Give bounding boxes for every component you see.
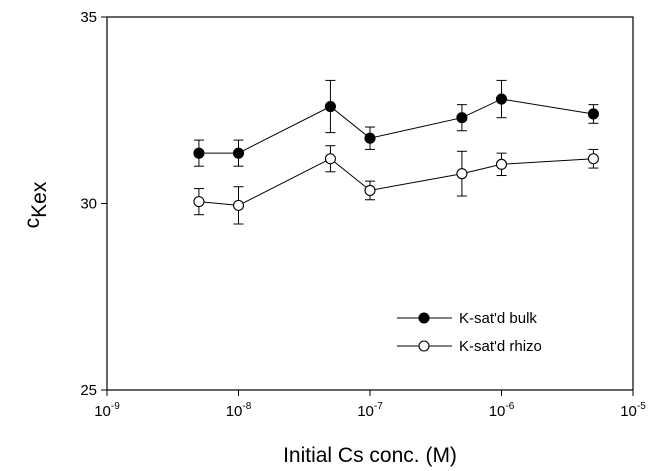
y-tick-label: 25 <box>80 382 97 399</box>
x-tick-label-base: 10 <box>94 403 111 420</box>
x-tick-label: 10-7 <box>357 401 383 420</box>
y-tick-label: 30 <box>80 196 97 213</box>
plot-frame <box>106 16 634 391</box>
data-point <box>193 196 205 208</box>
x-tick-label-base: 10 <box>620 403 637 420</box>
x-tick-label: 10-6 <box>489 401 515 420</box>
legend-marker <box>418 340 430 352</box>
data-point <box>495 93 508 105</box>
x-tick-label: 10-9 <box>94 401 120 420</box>
x-tick-label-base: 10 <box>489 403 506 420</box>
x-tick-label: 10-8 <box>226 401 252 420</box>
x-tick-label-exponent: -8 <box>242 401 251 412</box>
x-tick-label-base: 10 <box>357 403 374 420</box>
data-point <box>324 100 336 113</box>
data-point <box>456 168 468 180</box>
x-tick-label: 10-5 <box>620 401 646 420</box>
series-0 <box>193 79 599 167</box>
data-point <box>232 147 245 159</box>
legend: K-sat'd bulk K-sat'd rhizo <box>397 310 542 355</box>
data-point <box>193 147 205 159</box>
data-point <box>364 132 376 144</box>
x-tick-label-exponent: -9 <box>111 401 120 412</box>
data-point <box>324 153 336 165</box>
data-point <box>364 184 376 196</box>
x-tick-label-exponent: -5 <box>637 401 646 412</box>
series-line <box>198 158 594 206</box>
data-point <box>232 199 245 211</box>
data-point <box>456 112 468 124</box>
data-point <box>495 158 508 170</box>
y-axis-title-base: c <box>21 218 44 229</box>
series-1 <box>193 145 599 225</box>
legend-label: K-sat'd rhizo <box>459 338 542 355</box>
data-point <box>587 153 599 165</box>
series-line <box>198 98 594 154</box>
legend-marker <box>418 312 430 324</box>
series <box>193 79 599 225</box>
y-tick-label: 35 <box>80 9 97 26</box>
x-tick-label-base: 10 <box>226 403 243 420</box>
legend-entry: K-sat'd bulk <box>397 310 537 327</box>
legend-label: K-sat'd bulk <box>459 310 537 327</box>
legend-entry: K-sat'd rhizo <box>397 338 542 355</box>
y-axis-title: cKex <box>21 181 51 228</box>
y-axis-title-subscript: Kex <box>28 181 51 218</box>
x-tick-label-exponent: -6 <box>505 401 514 412</box>
axes <box>106 16 634 391</box>
data-point <box>587 108 599 120</box>
x-tick-label-exponent: -7 <box>374 401 383 412</box>
x-axis-title: Initial Cs conc. (M) <box>283 444 457 467</box>
